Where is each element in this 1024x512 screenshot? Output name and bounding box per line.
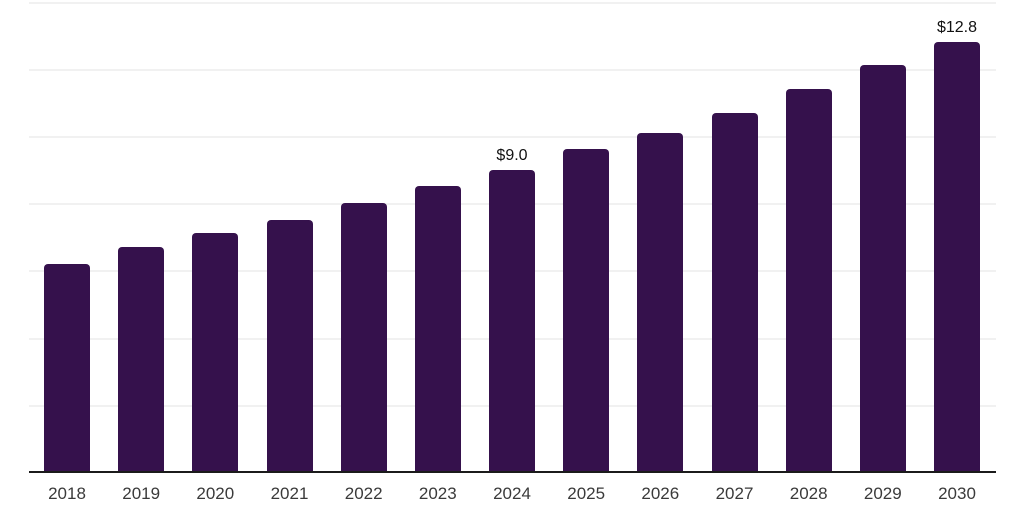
x-tick-label-2026: 2026	[641, 484, 680, 503]
gridline	[29, 136, 996, 138]
x-tick-label-2025: 2025	[567, 484, 606, 503]
x-tick-label-2028: 2028	[789, 484, 828, 503]
gridline	[29, 68, 996, 71]
x-tick-label-2023: 2023	[418, 484, 457, 503]
x-tick-label-2022: 2022	[344, 484, 383, 503]
x-tick-label-2019: 2019	[122, 484, 161, 503]
bar-2025	[563, 149, 610, 472]
x-axis-line	[29, 471, 996, 473]
bar-2020	[192, 233, 239, 472]
bar-2019	[118, 246, 165, 472]
bar-2030	[934, 41, 980, 472]
x-tick-label-2027: 2027	[715, 484, 754, 503]
x-tick-label-2024: 2024	[493, 484, 531, 503]
value-label-2030: $12.8	[936, 18, 978, 36]
gridline	[29, 1, 996, 4]
value-label-2024: $9.0	[496, 146, 528, 164]
bar-2024	[489, 169, 535, 472]
x-tick-label-2018: 2018	[48, 484, 86, 503]
x-tick-label-2021: 2021	[270, 484, 309, 503]
bar-2026	[637, 132, 684, 472]
bar-2022	[340, 203, 387, 472]
bar-2023	[414, 186, 461, 472]
bar-2028	[785, 89, 832, 472]
x-tick-label-2020: 2020	[196, 484, 235, 503]
bar-2018	[44, 263, 90, 472]
bar-2029	[859, 65, 906, 472]
bar-2021	[266, 220, 313, 472]
x-tick-label-2029: 2029	[863, 484, 902, 503]
x-tick-label-2030: 2030	[938, 484, 976, 503]
bar-2027	[711, 112, 758, 472]
